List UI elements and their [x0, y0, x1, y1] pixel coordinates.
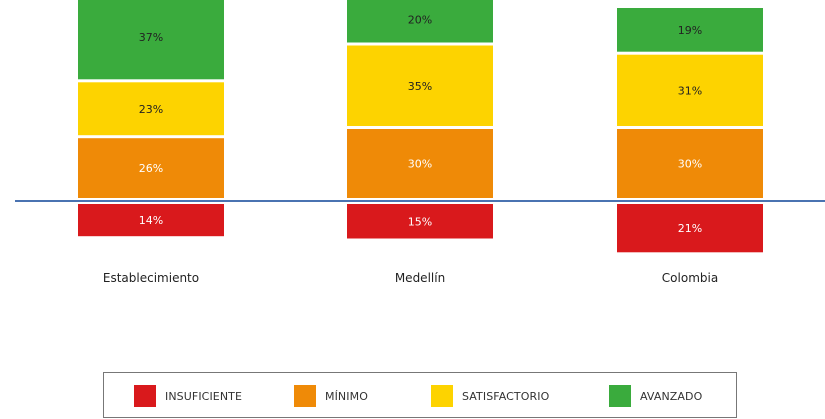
data-label-colombia-avanzado: 19%	[678, 24, 702, 37]
data-label-medellin-avanzado: 20%	[408, 14, 432, 27]
bar-establecimiento-minimo	[78, 138, 224, 198]
bar-medellin-insuficiente	[347, 204, 493, 239]
data-label-establecimiento-satisfactorio: 23%	[139, 103, 163, 116]
legend-label-satisfactorio: SATISFACTORIO	[462, 389, 550, 403]
legend-swatch-satisfactorio	[431, 385, 453, 407]
category-label-colombia: Colombia	[662, 271, 718, 285]
data-label-medellin-satisfactorio: 35%	[408, 80, 432, 93]
bar-colombia-satisfactorio	[617, 54, 763, 127]
data-label-medellin-minimo: 30%	[408, 158, 432, 171]
legend-item-avanzado: AVANZADO	[609, 385, 702, 407]
data-label-establecimiento-avanzado: 37%	[139, 31, 163, 44]
stacked-bar-chart: 14% 26% 23% 37% Establecimiento 15% 30% 35% 20% M…	[15, 0, 825, 285]
legend-swatch-insuficiente	[134, 385, 156, 407]
data-label-colombia-minimo: 30%	[678, 158, 702, 171]
bar-establecimiento-avanzado	[78, 0, 224, 80]
category-label-establecimiento: Establecimiento	[103, 271, 199, 285]
legend-label-avanzado: AVANZADO	[640, 389, 703, 403]
legend-swatch-avanzado	[609, 385, 631, 407]
bar-colombia-insuficiente	[617, 204, 763, 253]
bar-medellin-avanzado	[347, 0, 493, 43]
data-label-establecimiento-insuficiente: 14%	[139, 214, 163, 227]
bar-establecimiento-satisfactorio	[78, 82, 224, 136]
legend-item-insuficiente: INSUFICIENTE	[134, 385, 242, 407]
bar-establecimiento-insuficiente	[78, 204, 224, 237]
legend-label-minimo: MÍNIMO	[325, 389, 368, 403]
data-label-medellin-insuficiente: 15%	[408, 215, 432, 228]
legend-label-insuficiente: INSUFICIENTE	[165, 389, 243, 403]
bar-colombia-minimo	[617, 129, 763, 198]
bar-medellin-satisfactorio	[347, 45, 493, 126]
legend-item-minimo: MÍNIMO	[294, 385, 368, 407]
bar-colombia-avanzado	[617, 8, 763, 52]
legend-item-satisfactorio: SATISFACTORIO	[431, 385, 549, 407]
data-label-colombia-insuficiente: 21%	[678, 222, 702, 235]
category-label-medellin: Medellín	[395, 271, 445, 285]
data-label-establecimiento-minimo: 26%	[139, 162, 163, 175]
data-label-colombia-satisfactorio: 31%	[678, 84, 702, 97]
bar-medellin-minimo	[347, 129, 493, 198]
chart-legend: INSUFICIENTE MÍNIMO SATISFACTORIO AVANZA…	[103, 372, 737, 418]
legend-swatch-minimo	[294, 385, 316, 407]
